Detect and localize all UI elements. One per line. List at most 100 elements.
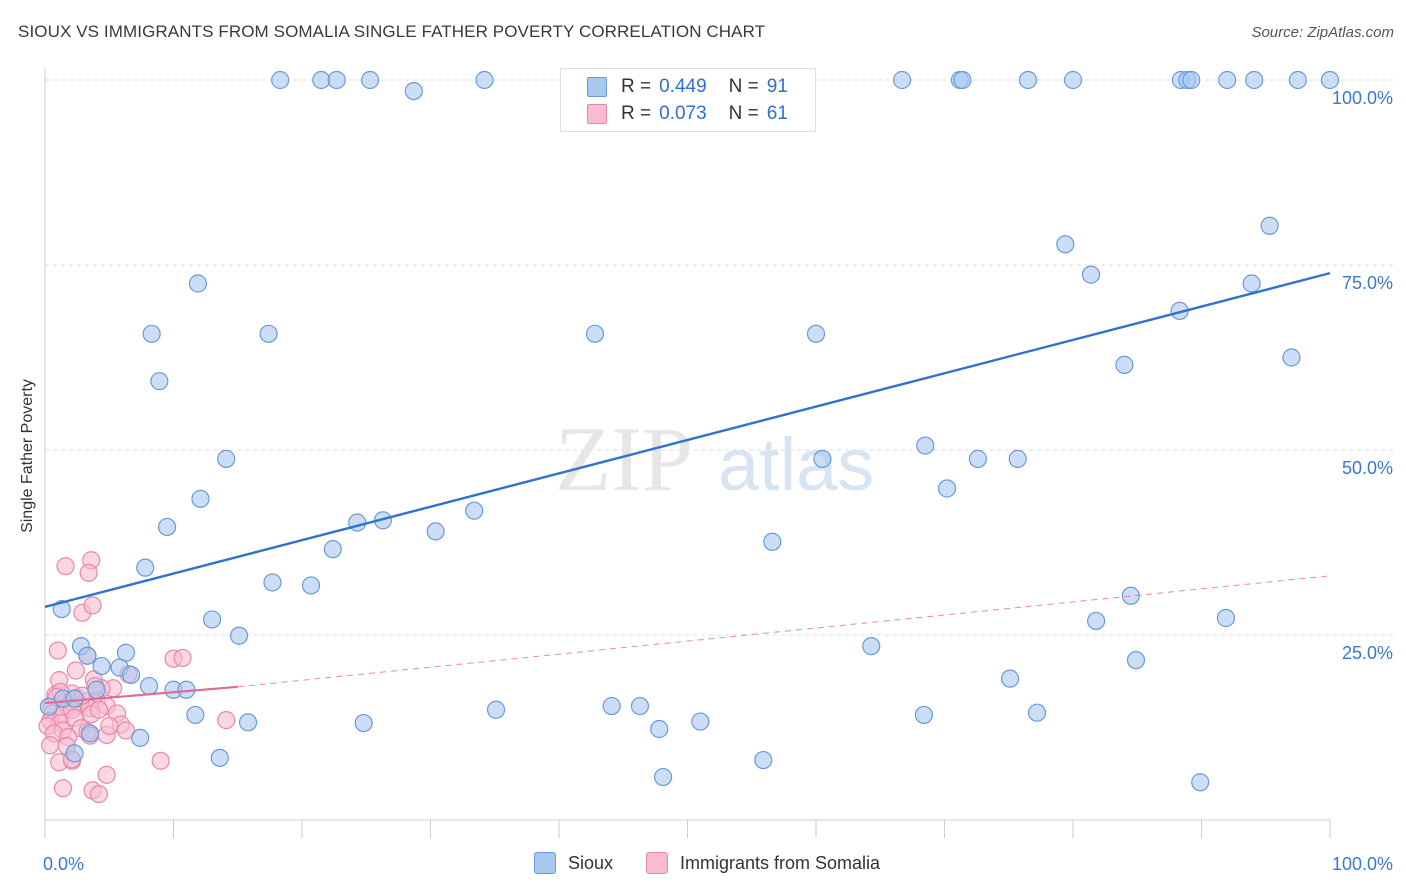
x-tick-label: 100.0% — [1332, 854, 1393, 874]
somalia-point — [217, 710, 236, 730]
sioux-point — [136, 558, 155, 577]
legend-r-value: 0.073 — [659, 103, 707, 124]
legend-row-sioux: R = 0.449 N = 91 — [587, 75, 788, 99]
sioux-point — [327, 70, 346, 90]
y-tick-label: 100.0% — [1332, 88, 1393, 108]
sioux-point — [916, 436, 935, 455]
sioux-point — [1182, 70, 1201, 90]
legend-n-value: 61 — [766, 103, 788, 124]
somalia-point — [79, 563, 98, 582]
series-sioux-points — [39, 70, 1340, 792]
somalia-point — [41, 736, 60, 755]
sioux-point — [312, 70, 331, 90]
y-axis-label: Single Father Poverty — [19, 379, 36, 533]
sioux-point — [354, 713, 373, 733]
somalia-point — [53, 779, 73, 798]
legend-r-value: 0.449 — [659, 76, 707, 97]
y-tick-label: 50.0% — [1342, 458, 1393, 478]
sioux-point — [139, 676, 159, 696]
sioux-point — [259, 324, 278, 343]
sioux-point — [602, 696, 621, 716]
legend-r-label: R = — [621, 76, 652, 97]
chart-title: SIOUX VS IMMIGRANTS FROM SOMALIA SINGLE … — [18, 22, 766, 41]
sioux-point — [1218, 70, 1237, 90]
source-label: Source: ZipAtlas.com — [1251, 24, 1394, 41]
sioux-point — [1121, 586, 1140, 605]
sioux-point — [585, 324, 605, 343]
sioux-point — [1245, 70, 1264, 90]
sioux-point — [1126, 651, 1146, 670]
sioux-point — [229, 626, 249, 645]
trend-lines — [44, 271, 1331, 705]
sioux-point — [130, 728, 150, 747]
sioux-point — [1115, 355, 1134, 374]
sioux-point — [1216, 608, 1236, 628]
bottom-legend-label-somalia: Immigrants from Somalia — [680, 852, 881, 873]
bottom-legend-label-sioux: Sioux — [568, 852, 614, 873]
sioux-point — [121, 665, 141, 685]
sioux-point — [914, 705, 934, 725]
sioux-point — [892, 70, 912, 90]
sioux-point — [1288, 70, 1307, 90]
sioux-point — [754, 750, 773, 770]
sioux-point — [1056, 235, 1075, 254]
bottom-legend-sioux: Sioux — [534, 852, 613, 874]
sioux-point — [1191, 773, 1210, 792]
sioux-point — [968, 449, 988, 468]
sioux-point — [361, 70, 380, 90]
sioux-point — [263, 573, 282, 592]
sioux-point — [1063, 70, 1083, 90]
sioux-point — [238, 713, 258, 732]
somalia-point — [89, 784, 109, 804]
sioux-point — [217, 449, 236, 468]
sioux-point — [937, 479, 957, 498]
sioux-point — [1320, 70, 1340, 90]
sioux-point — [650, 719, 669, 739]
legend-r-label: R = — [621, 103, 652, 124]
sioux-point — [862, 636, 881, 656]
sioux-trend-line — [44, 271, 1331, 609]
tick-labels: 25.0% 50.0% 75.0% 100.0% 0.0% 100.0% — [43, 88, 1393, 874]
sioux-point — [1087, 611, 1106, 631]
bottom-legend-somalia: Immigrants from Somalia — [646, 852, 880, 874]
sioux-point — [323, 540, 342, 559]
sioux-point — [813, 449, 832, 468]
somalia-trend-line — [44, 685, 238, 705]
sioux-point — [65, 689, 84, 708]
legend-row-somalia: R = 0.073 N = 61 — [587, 102, 788, 126]
sioux-point — [202, 610, 222, 629]
sioux-point — [1008, 449, 1027, 468]
y-tick-label: 25.0% — [1342, 643, 1393, 663]
watermark-atlas: atlas — [718, 423, 874, 506]
somalia-point — [48, 641, 67, 660]
sioux-point — [404, 81, 423, 101]
bottom-legend-swatch-somalia — [646, 852, 668, 874]
sioux-point — [953, 70, 972, 90]
sioux-point — [1260, 216, 1279, 235]
somalia-point — [83, 596, 102, 615]
somalia-point — [66, 661, 85, 680]
sioux-point — [191, 489, 210, 508]
sioux-point — [188, 274, 208, 293]
legend-swatch-sioux — [587, 77, 607, 97]
sioux-point — [1242, 274, 1261, 293]
sioux-point — [1081, 265, 1101, 284]
somalia-point — [97, 765, 116, 784]
somalia-point — [56, 557, 75, 576]
sioux-point — [1018, 70, 1038, 90]
legend-swatch-somalia — [587, 104, 607, 124]
legend-n-value: 91 — [766, 76, 788, 97]
sioux-point — [80, 724, 100, 743]
sioux-point — [142, 324, 161, 343]
watermark: ZIP atlas — [555, 408, 874, 510]
sioux-point — [1027, 703, 1047, 722]
somalia-point — [173, 648, 192, 668]
sioux-point — [150, 372, 169, 391]
legend-n-label: N = — [728, 76, 759, 97]
watermark-zip: ZIP — [555, 408, 693, 510]
sioux-point — [1000, 669, 1020, 688]
sioux-point — [65, 744, 84, 763]
somalia-point — [151, 751, 170, 770]
sioux-point — [87, 680, 106, 699]
